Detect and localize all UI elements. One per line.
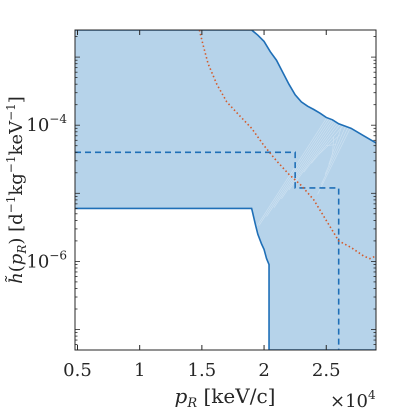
band-hatch-line (321, 109, 357, 185)
band-area (75, 30, 376, 350)
band-upper-edge (75, 30, 376, 144)
band-hatch-line (258, 54, 371, 226)
x-tick-label: 0.5 (63, 360, 92, 381)
band-lower-edge (75, 207, 376, 350)
band-hatch-line (296, 104, 352, 182)
band-hatch-line (311, 124, 344, 164)
band-hatch-line (266, 64, 367, 217)
band-hatch-line (324, 118, 349, 175)
x-axis-label: pR [keV/c] (175, 384, 276, 411)
band-hatch-line (332, 136, 335, 155)
band-hatch-line (317, 101, 364, 195)
band-hatch-line (328, 127, 342, 165)
band-hatching (251, 44, 374, 235)
band-hatch-line (288, 94, 356, 191)
plot-frame (74, 29, 377, 351)
x-tick-label: 2 (258, 360, 269, 381)
series-dotted-line (198, 30, 376, 260)
y-tick-label: 10−4 (26, 112, 67, 136)
x-tick-label: 1 (134, 360, 145, 381)
x-multiplier-label: ×104 (330, 388, 376, 412)
band-hatch-line (318, 134, 341, 155)
band-hatch-line (273, 74, 363, 208)
series-dashed-line (75, 151, 340, 350)
y-axis-label: h̃(pR) [d−1kg−1keV−1] (4, 96, 29, 284)
band-hatch-line (251, 44, 374, 235)
x-tick-label: 1.5 (188, 360, 217, 381)
y-tick-label: 10−6 (26, 248, 67, 272)
x-tick-label: 2.5 (312, 360, 341, 381)
band-hatch-line (326, 144, 337, 146)
